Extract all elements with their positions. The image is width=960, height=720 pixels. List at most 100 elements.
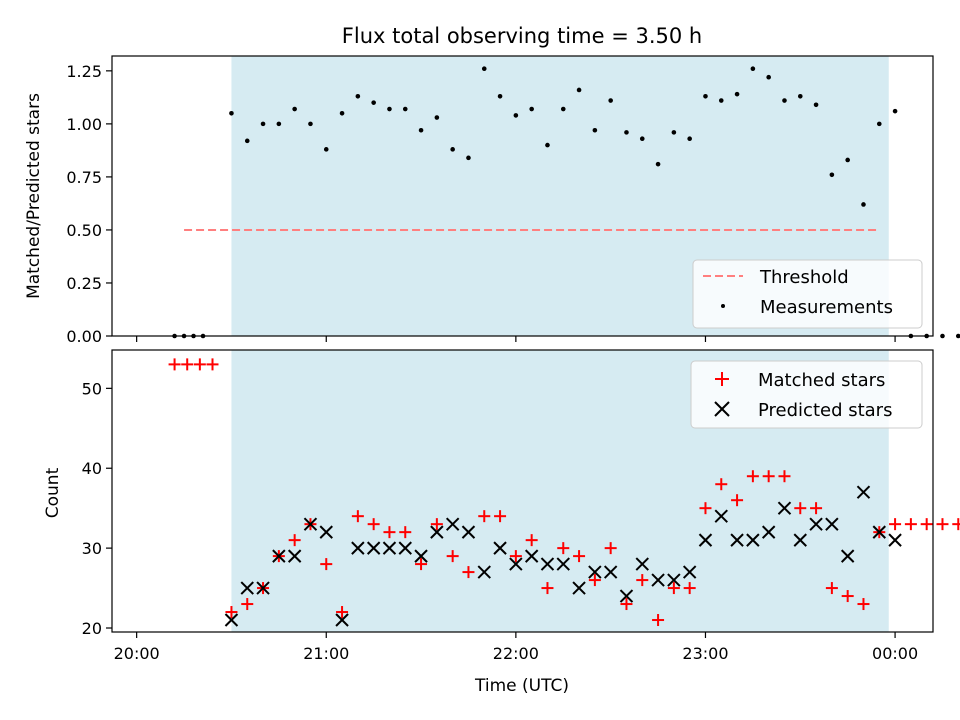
predicted-star-point <box>509 557 523 571</box>
measurement-point <box>481 66 487 72</box>
measurement-point <box>545 142 550 148</box>
measurement-point <box>639 136 645 142</box>
matched-star-point <box>525 534 538 547</box>
legend-predicted-swatch <box>714 401 730 417</box>
measurement-point <box>323 147 329 152</box>
y-tick-label: 1.25 <box>66 62 102 81</box>
matched-star-point <box>604 542 617 555</box>
measurement-points <box>172 66 960 339</box>
matched-star-point <box>446 550 459 563</box>
y-tick-label: 0.50 <box>66 221 102 240</box>
matched-star-point <box>415 558 428 571</box>
predicted-star-point <box>556 557 570 571</box>
measurement-point <box>845 157 850 163</box>
matched-star-point <box>168 358 181 371</box>
matched-star-point <box>351 510 364 523</box>
matched-star-point <box>383 526 396 539</box>
top-y-ticks: 0.00 0.25 0.50 0.75 1.00 1.25 <box>66 62 112 346</box>
measurement-point <box>576 87 582 93</box>
legend-matched-label: Matched stars <box>758 370 885 391</box>
matched-star-point <box>509 550 522 563</box>
y-tick-label: 30 <box>82 539 102 558</box>
measurement-point <box>560 106 566 112</box>
matched-star-point <box>557 542 570 555</box>
y-tick-label: 0.25 <box>66 274 102 293</box>
predicted-star-point <box>540 557 555 571</box>
bottom-legend: Matched stars Predicted stars <box>690 360 923 429</box>
legend-measurements-label: Measurements <box>760 297 893 318</box>
matched-star-point <box>494 510 507 523</box>
predicted-star-point <box>682 565 697 579</box>
top-legend-box <box>692 259 923 329</box>
predicted-star-point <box>793 533 807 547</box>
predicted-star-point <box>888 533 902 547</box>
predicted-star-point <box>224 613 239 627</box>
y-tick-label: 0.75 <box>66 168 102 187</box>
predicted-star-point <box>398 541 412 555</box>
x-tick-label: 23:00 <box>682 644 728 663</box>
measurement-point <box>766 74 771 80</box>
measurement-point <box>940 333 945 339</box>
predicted-star-point <box>445 517 460 531</box>
matched-star-point <box>193 358 206 371</box>
predicted-star-point <box>303 517 318 531</box>
measurement-point <box>450 147 455 152</box>
matched-star-point <box>652 614 665 627</box>
predicted-star-point <box>524 549 539 563</box>
matched-star-point <box>825 582 838 595</box>
chart-title: Flux total observing time = 3.50 h <box>342 24 702 48</box>
matched-star-point <box>904 518 917 531</box>
matched-star-point <box>225 606 238 619</box>
predicted-star-point <box>256 581 270 595</box>
x-axis-label: Time (UTC) <box>474 676 569 696</box>
matched-star-point <box>794 502 807 515</box>
predicted-star-point <box>840 549 855 563</box>
measurement-point <box>782 98 787 103</box>
x-tick-label: 20:00 <box>114 644 160 663</box>
predicted-star-point <box>730 533 744 547</box>
matched-star-point <box>181 358 194 371</box>
predicted-star-point <box>272 549 286 563</box>
bottom-legend-box <box>690 360 923 429</box>
bottom-y-ticks: 20 30 40 50 <box>82 379 112 638</box>
measurement-point <box>592 127 598 133</box>
y-tick-label: 0.00 <box>66 327 102 346</box>
matched-star-point <box>320 558 333 571</box>
predicted-star-point <box>240 581 254 595</box>
measurement-point <box>355 94 361 99</box>
matched-star-point <box>588 574 601 587</box>
measurement-point <box>418 127 424 133</box>
measurement-point <box>308 121 313 127</box>
matched-star-point <box>778 470 791 483</box>
predicted-star-point <box>825 517 839 531</box>
matched-star-point <box>920 518 933 531</box>
y-tick-label: 1.00 <box>66 115 102 134</box>
matched-star-point <box>478 510 491 523</box>
matched-star-point <box>841 590 854 603</box>
measurement-point <box>813 102 819 108</box>
measurement-point <box>260 121 266 127</box>
measurement-point <box>876 121 882 127</box>
top-panel: 0.00 0.25 0.50 0.75 1.00 1.25 Matched/Predict… <box>24 55 960 346</box>
count-points <box>168 358 960 627</box>
predicted-star-point <box>319 525 333 539</box>
matched-star-point <box>762 470 775 483</box>
matched-star-point <box>367 518 380 531</box>
matched-star-point <box>952 518 960 531</box>
predicted-star-point <box>667 573 681 587</box>
measurement-point <box>718 98 724 103</box>
predicted-star-point <box>777 501 792 515</box>
bottom-y-axis-label: Count <box>43 467 63 518</box>
measurement-point <box>734 91 740 97</box>
predicted-star-point <box>382 541 397 555</box>
measurement-point <box>703 94 708 99</box>
top-legend: Threshold Measurements <box>692 259 923 329</box>
measurement-point <box>671 130 677 135</box>
predicted-star-point <box>761 525 776 539</box>
y-tick-label: 50 <box>82 379 102 398</box>
predicted-star-point <box>856 485 871 499</box>
predicted-star-point <box>698 533 713 547</box>
measurement-point <box>339 110 345 116</box>
measurement-point <box>513 113 519 118</box>
